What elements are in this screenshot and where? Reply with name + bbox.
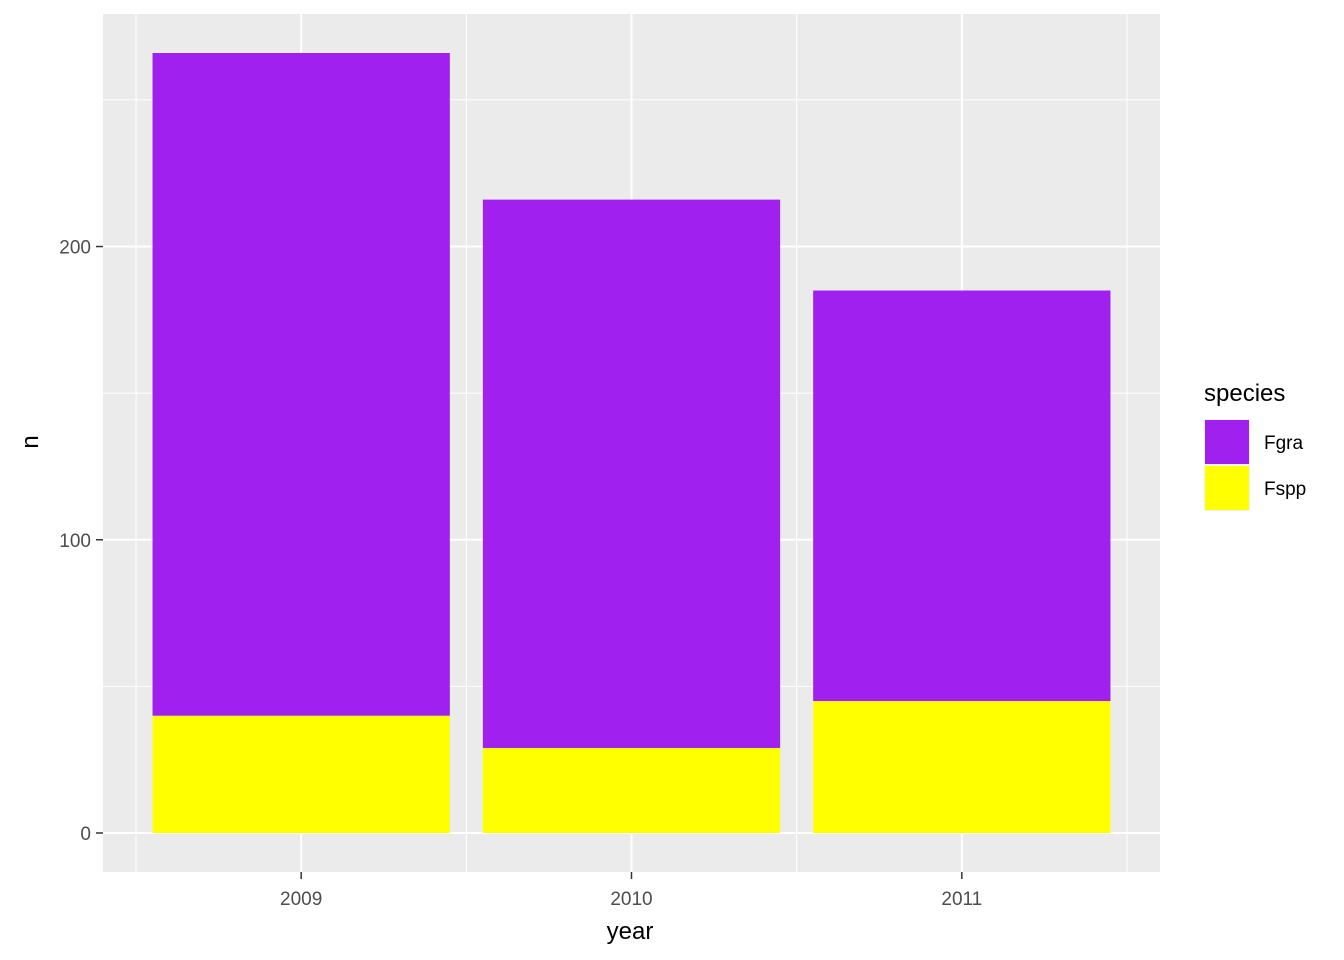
bar-fgra-2010 [482,199,781,748]
legend-label-fgra: Fgra [1264,433,1304,454]
x-tick-label: 2011 [941,889,982,910]
x-axis-title: year [607,918,654,945]
bar-fgra-2011 [813,290,1111,702]
bar-fspp-2009 [152,715,450,833]
y-tick-label: 200 [59,238,91,259]
legend-title: species [1204,380,1285,407]
bar-fgra-2009 [152,53,450,716]
bar-fspp-2011 [813,701,1111,833]
y-axis-title: n [17,435,44,448]
legend-key-fgra [1205,420,1249,464]
legend-label-fspp: Fspp [1264,479,1306,500]
legend: species Fgra Fspp [1204,380,1306,511]
x-tick-label: 2010 [610,889,652,910]
y-tick-label: 100 [59,531,91,552]
x-axis: 2009 2010 2011 [280,872,982,910]
legend-key-fspp [1205,466,1249,510]
y-tick-label: 0 [80,824,91,845]
x-tick-label: 2009 [280,889,322,910]
bar-fspp-2010 [482,747,781,833]
bars [152,53,1111,833]
y-axis: 0 100 200 [59,238,103,845]
